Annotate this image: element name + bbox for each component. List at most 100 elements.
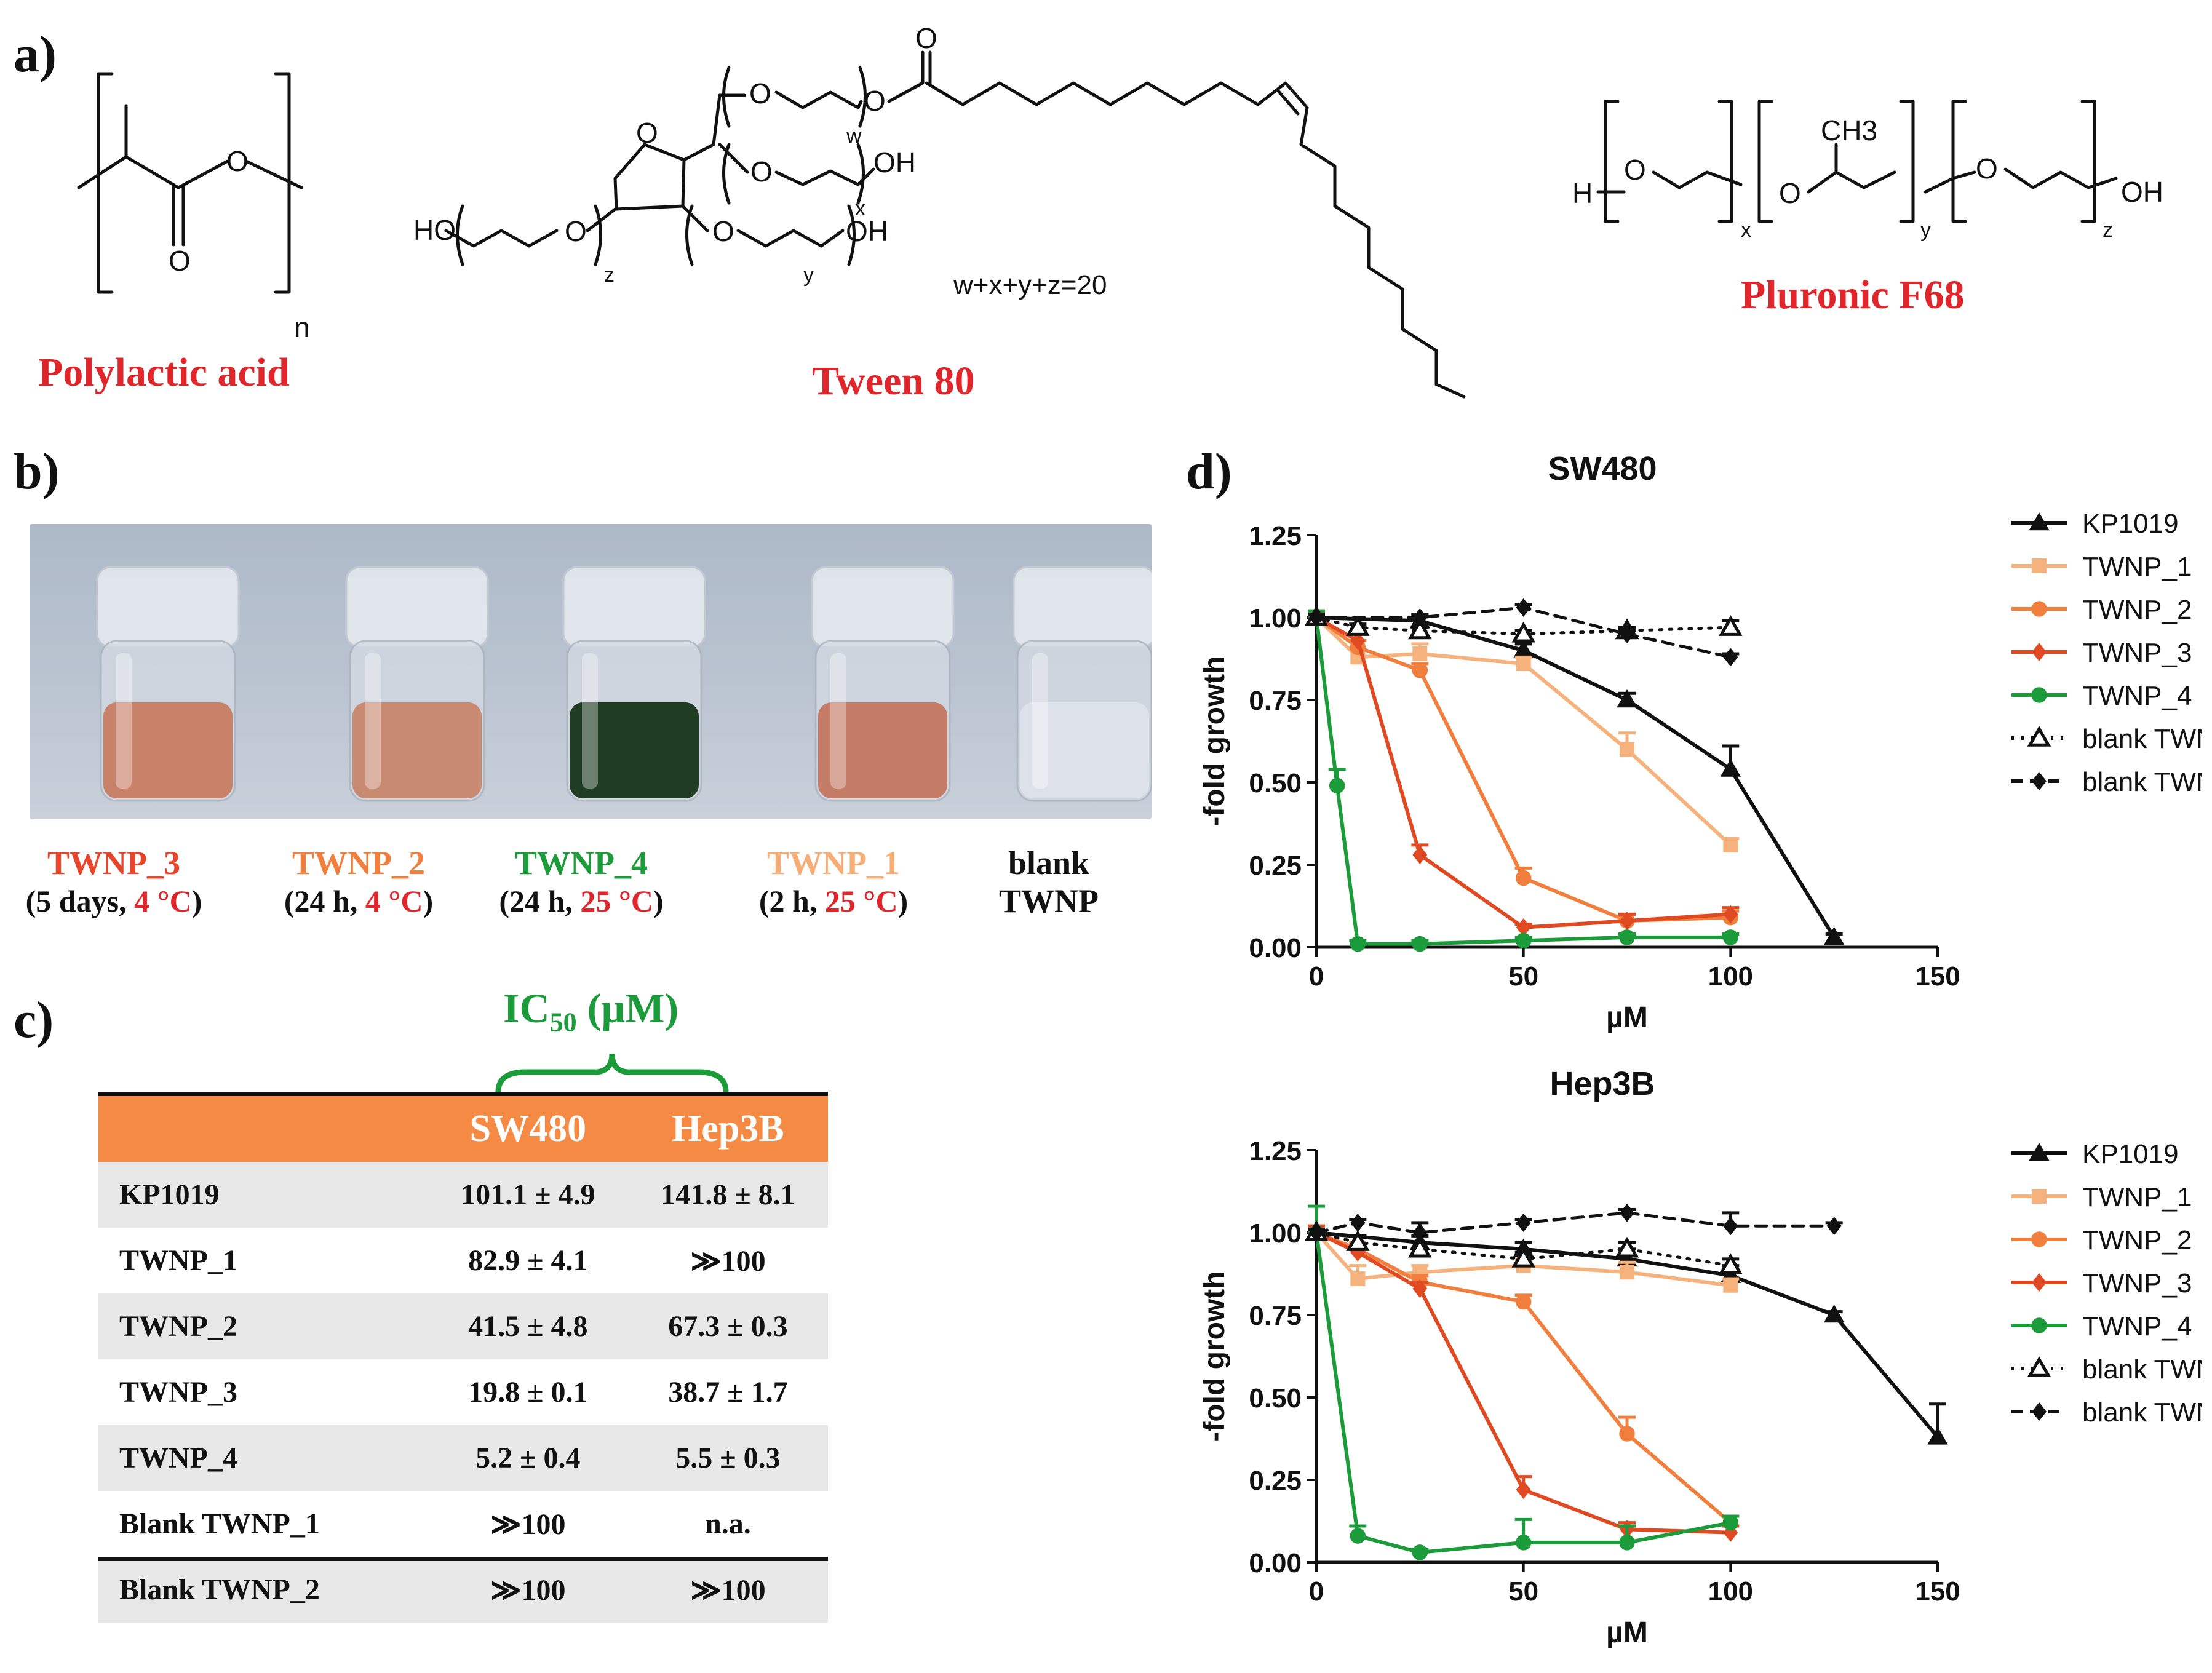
vial-4	[811, 566, 955, 802]
data-point	[1723, 837, 1738, 852]
vial-2	[345, 566, 489, 802]
vial-cond-pre-3: (24 h,	[499, 884, 581, 918]
tween-ring-oxygen: O	[636, 117, 658, 149]
pla-oxygen: O	[226, 145, 249, 177]
y-tick-label: 0.75	[1249, 1301, 1302, 1331]
table-cell: TWNP_3	[119, 1376, 237, 1409]
y-axis-label: -fold growth	[1198, 1271, 1231, 1441]
vial-cond-pre-4: (2 h,	[758, 884, 825, 918]
pluronic-o-2: O	[1779, 177, 1801, 209]
data-point	[2027, 1356, 2051, 1377]
data-point	[1412, 662, 1428, 678]
vial-cap	[345, 566, 489, 648]
legend-label: blank TWNP_1	[2082, 1354, 2202, 1385]
vial-cond-post-4: )	[897, 884, 909, 918]
data-point	[1515, 1293, 1532, 1310]
ic50-label: IC	[503, 985, 550, 1031]
vial-caption-2: TWNP_2 (24 h, 4 °C)	[257, 844, 460, 920]
tween-sub-w: w	[846, 124, 862, 148]
ic50-header: IC50 (µM)	[503, 984, 678, 1038]
table-cell: 38.7 ± 1.7	[668, 1376, 788, 1409]
tween-oh-y: OH	[846, 215, 888, 247]
pla-carbonyl-oxygen: O	[169, 245, 191, 277]
legend-label: KP1019	[2082, 1139, 2179, 1169]
vial-highlight	[582, 653, 598, 789]
tween-carbonyl-o: O	[915, 22, 937, 54]
y-tick-label: 0.00	[1249, 933, 1302, 963]
series-blank-twnp_1	[1304, 1220, 1743, 1274]
panel-label-a: a)	[14, 26, 57, 83]
data-point	[1620, 742, 1634, 757]
vial-caption-3: TWNP_4 (24 h, 25 °C)	[480, 844, 683, 920]
legend-label: TWNP_1	[2082, 1182, 2192, 1212]
series-twnp_1	[1308, 1224, 1740, 1293]
legend-label: blank TWNP_2	[2082, 1397, 2202, 1428]
data-point	[1723, 648, 1738, 667]
vial-name-5: blank	[1008, 844, 1090, 881]
pla-title: Polylactic acid	[38, 350, 290, 395]
legend-entry: TWNP_4	[2011, 1311, 2192, 1341]
data-point	[1620, 912, 1634, 931]
legend-entry: TWNP_3	[2011, 1268, 2192, 1298]
vial-liquid	[1020, 702, 1149, 798]
legend-label: TWNP_3	[2082, 638, 2192, 668]
data-point	[1723, 1217, 1738, 1236]
vial-temp-1: 4 °C	[134, 884, 192, 918]
y-tick-label: 1.25	[1249, 1136, 1302, 1166]
tween-oh-x: OH	[873, 146, 916, 178]
series-line	[1315, 616, 1836, 939]
data-point	[1511, 621, 1535, 643]
ic50-table: SW480 Hep3B KP1019 101.1 ± 4.9 141.8 ± 8.1…	[98, 1096, 828, 1623]
series-line	[1315, 616, 1732, 636]
pluronic-o-3: O	[1976, 153, 1998, 185]
pluronic-structure: H O x O CH3 y O z OH	[1572, 100, 2163, 242]
vial-temp-3: 25 °C	[580, 884, 653, 918]
data-point	[1408, 1236, 1432, 1258]
col-header-compound	[98, 1096, 428, 1162]
series-blank-twnp_2	[1308, 598, 1740, 667]
table-cell: ≫100	[490, 1573, 566, 1607]
data-point	[2031, 1231, 2047, 1247]
table-row: KP1019 101.1 ± 4.9 141.8 ± 8.1	[98, 1162, 828, 1228]
vial-caption-4: TWNP_1 (2 h, 25 °C)	[732, 844, 935, 920]
data-point	[1516, 1213, 1531, 1232]
vial-name-4: TWNP_1	[767, 844, 900, 881]
table-cell: Blank TWNP_1	[119, 1508, 320, 1540]
x-tick-label: 0	[1309, 1576, 1324, 1607]
data-point	[1619, 929, 1635, 945]
data-point	[2027, 725, 2051, 747]
data-point	[1412, 936, 1428, 952]
data-point	[1515, 1535, 1532, 1551]
x-tick-label: 100	[1708, 961, 1753, 991]
chart-title: Hep3B	[1550, 1065, 1655, 1102]
panel-label-b: b)	[14, 443, 60, 500]
y-tick-label: 0.50	[1249, 768, 1302, 798]
data-point	[1823, 926, 1845, 945]
data-point	[1329, 777, 1345, 794]
vial-liquid	[352, 702, 482, 798]
legend-entry: TWNP_1	[2011, 552, 2192, 582]
chart-title: SW480	[1548, 450, 1657, 487]
data-point	[1723, 1278, 1738, 1293]
vial-temp-4: 25 °C	[824, 884, 898, 918]
table-cell: 5.5 ± 0.3	[675, 1442, 781, 1474]
col-header-sw480: SW480	[469, 1108, 587, 1150]
ic50-brace	[495, 1053, 729, 1095]
data-point	[2032, 1189, 2047, 1204]
legend-label: TWNP_1	[2082, 552, 2192, 582]
data-point	[1412, 608, 1428, 627]
legend-entry: KP1019	[2011, 509, 2179, 539]
series-line	[1315, 1231, 1732, 1268]
table-row: Blank TWNP_1 ≫100 n.a.	[98, 1491, 828, 1557]
table-header-row: SW480 Hep3B	[98, 1096, 828, 1162]
vial-caption-5: blank TWNP	[947, 844, 1150, 921]
vial-cap	[96, 566, 240, 648]
data-point	[1620, 624, 1634, 643]
legend-entry: KP1019	[2011, 1139, 2179, 1169]
tween-sub-y: y	[803, 263, 814, 287]
data-point	[1516, 918, 1531, 937]
y-tick-label: 1.25	[1249, 521, 1302, 551]
data-point	[1412, 646, 1428, 661]
table-cell: ≫100	[690, 1244, 766, 1278]
vial-highlight	[365, 653, 381, 789]
